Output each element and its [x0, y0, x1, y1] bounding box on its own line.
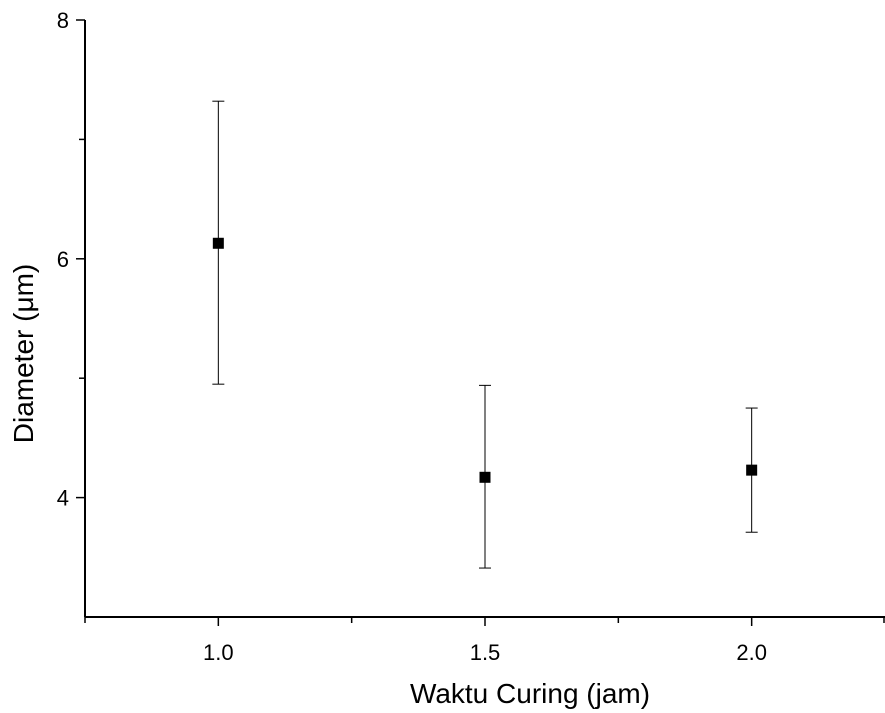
y-tick-label: 4	[57, 486, 69, 511]
data-point	[212, 237, 224, 249]
data-point	[746, 464, 758, 476]
x-tick-label: 1.0	[203, 640, 234, 665]
error-bars	[212, 100, 758, 569]
y-ticks: 4 6 8	[57, 8, 85, 511]
y-tick-label: 8	[57, 8, 69, 33]
x-axis-title: Waktu Curing (jam)	[410, 678, 650, 709]
y-axis-title: Diameter (μm)	[8, 264, 39, 443]
x-tick-label: 1.5	[470, 640, 501, 665]
data-points	[212, 237, 758, 483]
x-ticks: 1.0 1.5 2.0	[84, 617, 885, 665]
y-tick-label: 6	[57, 247, 69, 272]
data-point	[479, 471, 491, 483]
x-tick-label: 2.0	[736, 640, 767, 665]
